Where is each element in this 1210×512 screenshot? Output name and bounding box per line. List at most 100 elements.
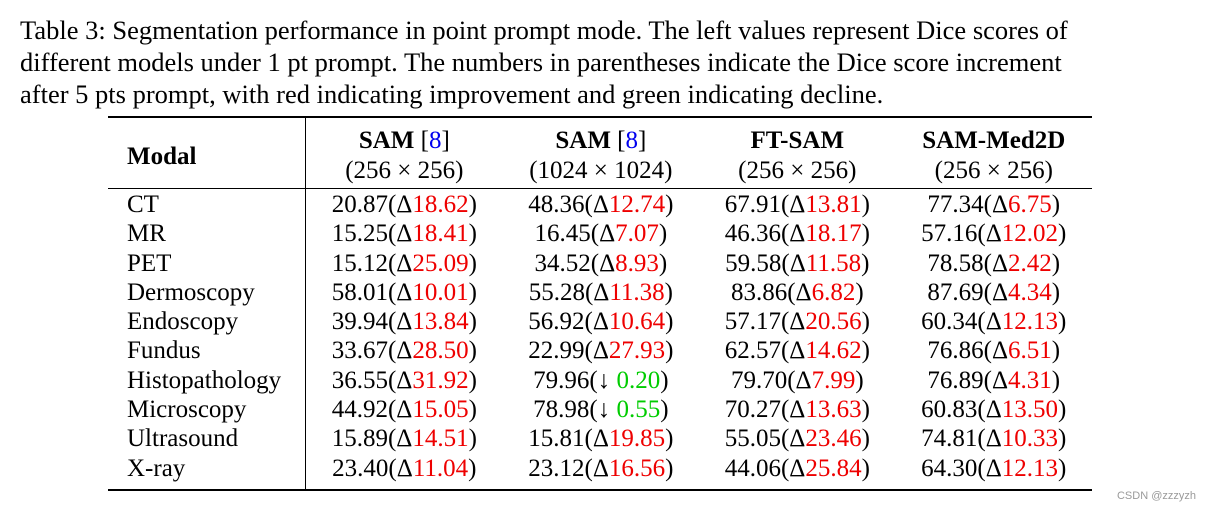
dice-score: 15.81: [528, 425, 585, 453]
column-header: FT-SAM: [699, 117, 895, 156]
score-cell: 22.99(Δ27.93): [528, 337, 674, 365]
row-modality: CT: [108, 188, 306, 220]
delta-icon: Δ: [592, 337, 609, 365]
dice-score: 44.92: [331, 396, 388, 424]
row-modality: Fundus: [108, 336, 306, 366]
delta-icon: Δ: [789, 337, 806, 365]
score-cell: 79.96(↓ 0.20): [533, 366, 669, 394]
score-cell: 46.36(Δ18.17): [724, 220, 870, 248]
score-cell: 62.57(Δ14.62): [724, 337, 870, 365]
dice-increment: 12.02: [1001, 220, 1059, 248]
delta-icon: Δ: [396, 425, 413, 453]
citation-link[interactable]: 8: [428, 127, 442, 154]
dice-score: 62.57: [724, 337, 781, 365]
delta-icon: Δ: [592, 425, 609, 453]
table-row: MR 15.25(Δ18.41) 16.45(Δ7.07) 46.36(Δ18.17)…: [108, 219, 1092, 249]
score-cell: 15.25(Δ18.41): [331, 220, 477, 248]
model-name: FT-SAM: [750, 127, 845, 154]
dice-increment: 10.64: [608, 308, 666, 336]
column-resolution: (256 × 256): [305, 156, 503, 189]
dice-increment: 6.82: [811, 278, 856, 306]
dice-score: 83.86: [730, 278, 788, 306]
table-row: PET 15.12(Δ25.09) 34.52(Δ8.93) 59.58(Δ11.58…: [108, 248, 1092, 278]
dice-increment: 14.62: [805, 337, 862, 365]
dice-increment: 6.75: [1008, 191, 1052, 218]
dice-increment: 11.04: [412, 454, 469, 482]
score-cell: 87.69(Δ4.34): [927, 278, 1061, 306]
row-modality: Ultrasound: [108, 424, 306, 454]
score-cell: 83.86(Δ6.82): [730, 278, 864, 306]
dice-increment: 7.07: [615, 220, 659, 248]
table-row: Dermoscopy 58.01(Δ10.01) 55.28(Δ11.38) 83.8…: [108, 277, 1092, 308]
score-cell: 15.81(Δ19.85): [528, 425, 674, 453]
dice-increment: 19.85: [608, 425, 666, 453]
dice-increment: 12.74: [608, 191, 666, 218]
score-cell: 64.30(Δ12.13): [921, 454, 1067, 482]
dice-increment: 10.33: [1001, 425, 1059, 453]
citation-link[interactable]: 8: [625, 127, 639, 154]
dice-increment: 14.51: [412, 425, 469, 453]
dice-increment: 13.84: [412, 308, 469, 336]
row-modality: Dermoscopy: [108, 277, 306, 308]
row-modality: PET: [108, 248, 306, 278]
dice-increment: 8.93: [615, 249, 659, 277]
dice-increment: 20.56: [805, 308, 862, 336]
delta-icon: Δ: [991, 278, 1009, 306]
table-row: Microscopy 44.92(Δ15.05) 78.98(↓ 0.55) 70.2…: [108, 395, 1092, 425]
delta-icon: Δ: [985, 308, 1002, 336]
dice-score: 36.55: [331, 366, 388, 394]
table-row: X-ray 23.40(Δ11.04) 23.12(Δ16.56) 44.06(Δ25…: [108, 453, 1092, 490]
row-modality: X-ray: [108, 453, 306, 490]
dice-increment: 28.50: [412, 337, 469, 365]
score-cell: 55.28(Δ11.38): [528, 278, 673, 306]
dice-increment: 18.17: [805, 220, 862, 248]
dice-score: 22.99: [528, 337, 585, 365]
delta-icon: Δ: [592, 454, 609, 482]
score-cell: 44.92(Δ15.05): [331, 396, 477, 424]
dice-score: 79.96: [533, 366, 590, 394]
dice-score: 15.12: [331, 249, 388, 277]
delta-icon: Δ: [789, 249, 806, 277]
score-cell: 23.12(Δ16.56): [528, 454, 674, 482]
score-cell: 78.58(Δ2.42): [927, 249, 1061, 277]
delta-icon: Δ: [789, 191, 806, 218]
results-table-container: Modal SAM [8] SAM [8] FT-SAM SAM-Med2D (…: [108, 116, 1092, 491]
column-resolution: (256 × 256): [699, 156, 896, 189]
dice-increment: 11.38: [609, 278, 665, 306]
delta-icon: Δ: [396, 337, 413, 365]
caption-line: different models under 1 pt prompt. The …: [20, 47, 1062, 77]
dice-score: 77.34: [927, 191, 984, 218]
dice-score: 74.81: [921, 425, 978, 453]
score-cell: 57.17(Δ20.56): [724, 308, 870, 336]
score-cell: 20.87(Δ18.62): [331, 191, 477, 218]
delta-icon: Δ: [592, 191, 609, 218]
score-cell: 56.92(Δ10.64): [528, 308, 674, 336]
score-cell: 77.34(Δ6.75): [927, 191, 1061, 218]
dice-increment: 11.58: [805, 249, 862, 277]
dice-score: 56.92: [528, 308, 585, 336]
score-cell: 39.94(Δ13.84): [331, 308, 477, 336]
dice-increment: 13.63: [805, 396, 862, 424]
dice-score: 55.28: [528, 278, 585, 306]
dice-score: 60.83: [921, 396, 978, 424]
dice-score: 15.89: [331, 425, 388, 453]
dice-increment: 13.50: [1001, 396, 1059, 424]
score-cell: 23.40(Δ11.04): [332, 454, 477, 482]
dice-score: 44.06: [724, 454, 781, 482]
delta-icon: Δ: [789, 220, 806, 248]
delta-icon: Δ: [396, 191, 413, 218]
score-cell: 74.81(Δ10.33): [921, 425, 1067, 453]
delta-icon: Δ: [396, 220, 413, 248]
dice-score: 34.52: [534, 249, 591, 277]
dice-score: 33.67: [331, 337, 388, 365]
model-name: SAM-Med2D: [922, 127, 1066, 154]
delta-icon: Δ: [789, 425, 806, 453]
dice-increment: 16.56: [608, 454, 666, 482]
delta-icon: Δ: [789, 308, 806, 336]
score-cell: 79.70(Δ7.99): [730, 366, 864, 394]
dice-score: 76.86: [927, 337, 984, 365]
dice-score: 59.58: [725, 249, 782, 277]
dice-increment: 12.13: [1001, 454, 1059, 482]
dice-increment: 25.09: [412, 249, 469, 277]
delta-icon: Δ: [795, 278, 812, 306]
